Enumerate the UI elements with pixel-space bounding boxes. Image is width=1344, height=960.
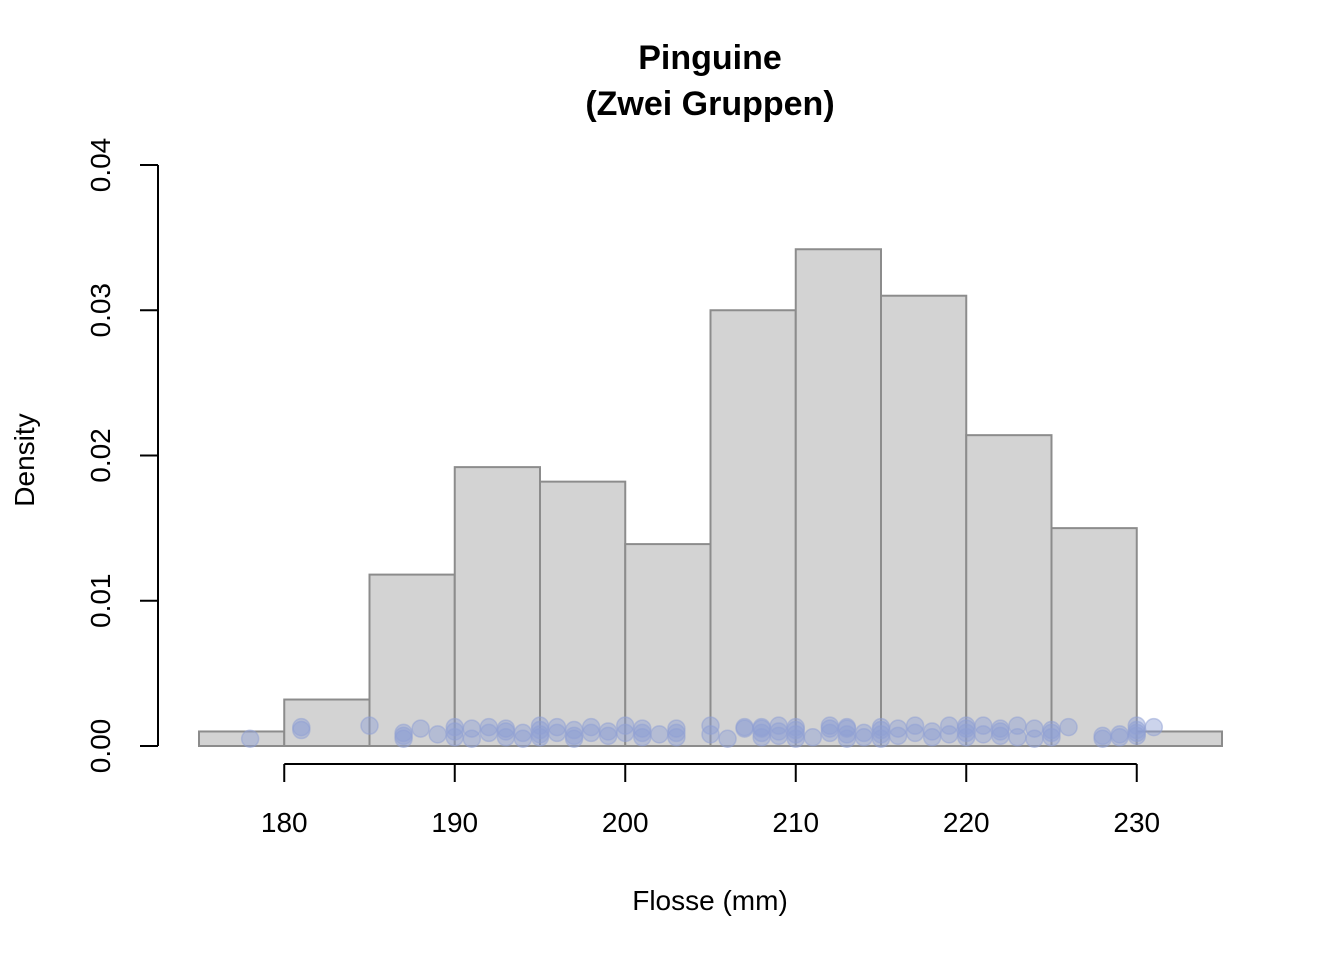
data-point <box>445 717 464 737</box>
data-point <box>786 717 805 737</box>
data-point <box>633 719 652 738</box>
x-axis-label: Flosse (mm) <box>632 885 788 916</box>
data-point <box>513 723 533 743</box>
data-points <box>240 716 1164 748</box>
y-tick-label: 0.03 <box>85 283 116 338</box>
data-point <box>530 716 550 735</box>
data-point <box>837 717 857 737</box>
data-point <box>1008 716 1027 735</box>
data-point <box>360 716 379 735</box>
histogram-bar-205-210 <box>709 309 797 747</box>
data-point <box>1110 725 1129 744</box>
data-point <box>854 723 874 743</box>
x-tick-label: 200 <box>602 807 649 838</box>
chart-title: Pinguine <box>638 39 782 77</box>
x-tick-label: 230 <box>1113 807 1160 838</box>
data-point <box>735 717 754 737</box>
data-point <box>616 716 635 735</box>
x-tick-label: 190 <box>431 807 478 838</box>
data-point <box>1144 717 1164 737</box>
data-point <box>667 723 686 743</box>
data-point <box>1093 726 1112 746</box>
y-axis-label: Density <box>9 413 40 506</box>
y-tick-label: 0.01 <box>85 574 116 629</box>
data-point <box>428 725 447 744</box>
chart-subtitle: (Zwei Gruppen) <box>585 85 834 123</box>
data-point <box>957 716 976 735</box>
x-tick-label: 210 <box>772 807 819 838</box>
y-axis: 0.00 0.01 0.02 0.03 0.04 <box>85 138 159 774</box>
x-tick-label: 220 <box>943 807 990 838</box>
histogram-bar-210-215 <box>794 248 882 747</box>
data-point <box>888 719 908 738</box>
data-point <box>598 722 618 741</box>
data-point <box>292 717 311 737</box>
data-point <box>411 719 430 738</box>
histogram-bars <box>198 248 1223 748</box>
data-point <box>718 729 737 748</box>
histogram-bar-215-220 <box>880 294 968 747</box>
data-point <box>240 729 260 748</box>
data-point <box>1025 719 1044 738</box>
data-point <box>547 717 567 737</box>
data-point <box>479 717 499 737</box>
data-point <box>1127 716 1146 735</box>
data-point <box>820 716 840 735</box>
data-point <box>769 716 788 735</box>
data-point <box>581 717 601 737</box>
data-point <box>905 716 925 735</box>
histogram-bar-220-225 <box>965 434 1053 747</box>
y-tick-label: 0.02 <box>85 428 116 483</box>
data-point <box>394 723 413 743</box>
data-point <box>803 728 823 747</box>
histogram-bar-195-200 <box>539 480 627 747</box>
data-point <box>1042 728 1061 747</box>
data-point <box>871 717 891 737</box>
data-point <box>650 725 669 744</box>
x-tick-label: 180 <box>261 807 308 838</box>
x-axis: 180 190 200 210 220 230 <box>261 763 1160 838</box>
data-point <box>1059 717 1078 737</box>
data-point <box>991 719 1010 738</box>
data-point <box>496 719 516 738</box>
data-point <box>922 722 942 741</box>
histogram-bar-200-205 <box>624 543 712 747</box>
data-point <box>462 719 482 738</box>
data-point <box>752 717 771 737</box>
data-point <box>564 720 584 740</box>
data-point <box>462 729 482 748</box>
data-point <box>1042 720 1061 740</box>
y-tick-label: 0.04 <box>85 138 116 193</box>
histogram-bar-185-190 <box>368 573 456 747</box>
y-tick-label: 0.00 <box>85 719 116 774</box>
histogram-bar-190-195 <box>453 466 541 747</box>
data-point <box>701 716 720 735</box>
data-point <box>939 716 959 735</box>
data-point <box>667 719 686 738</box>
data-point <box>974 716 993 735</box>
histogram-bar-225-230 <box>1050 527 1138 747</box>
